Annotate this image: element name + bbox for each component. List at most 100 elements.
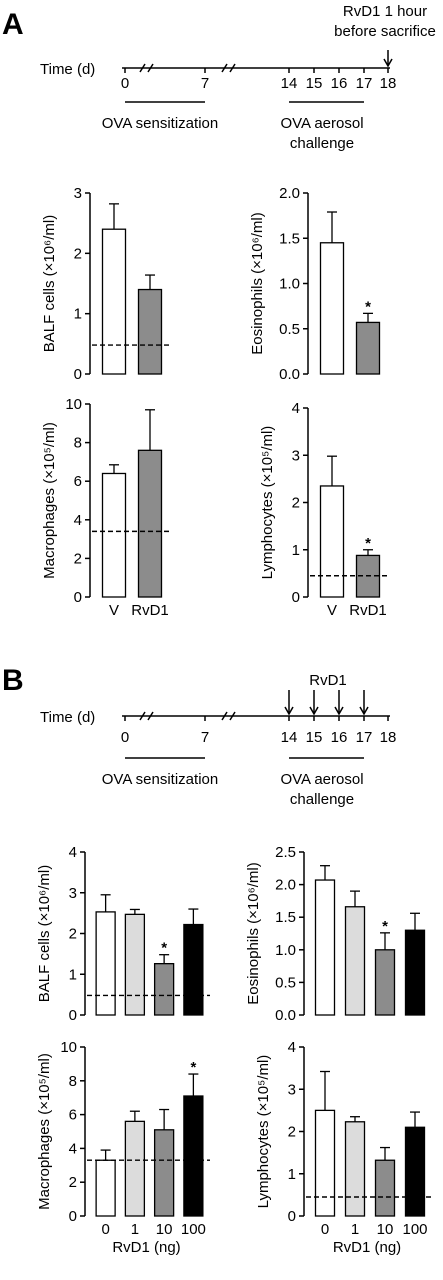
y-tick-label: 1: [288, 1166, 296, 1183]
y-tick-label: 1.0: [279, 276, 300, 293]
bar: [153, 1129, 175, 1217]
timeline-tick-label: 7: [201, 729, 209, 746]
timeline-b: Time (d) 0 7 14 15 16 17 18 RvD1 OVA sensitizatio…: [40, 672, 396, 808]
bar: [319, 242, 345, 375]
timeline-tick-label: 14: [281, 729, 298, 746]
y-tick-label: 0: [74, 589, 82, 606]
challenge-label: OVA aerosol challenge: [280, 115, 363, 152]
bar: [355, 321, 381, 375]
timeline-a: Time (d) 0 7 14 15 16 17 18 RvD1 1 hour before sa…: [40, 3, 436, 152]
timeline-break-mark: [147, 63, 154, 73]
y-tick-label: 1.5: [279, 230, 300, 247]
timeline-break-mark: [229, 711, 236, 721]
significance-marker: *: [365, 298, 371, 315]
panel-letter-a: A: [2, 8, 24, 41]
y-tick-label: 2: [69, 926, 77, 943]
y-tick-label: 0: [69, 1007, 77, 1024]
y-tick-label: 6: [74, 473, 82, 490]
x-axis-label: RvD1 (ng): [333, 1239, 401, 1256]
x-category-label: 0: [321, 1221, 329, 1238]
bar: [404, 1126, 426, 1217]
y-tick-label: 1.5: [275, 909, 296, 926]
y-tick-label: 3: [288, 1081, 296, 1098]
bar: [314, 1109, 336, 1217]
timeline-tick-label: 18: [380, 729, 397, 746]
x-category-label: 10: [377, 1221, 394, 1238]
chart-a-balf-cells: 0 1 2 3 BALF cells (×10⁶/ml): [41, 185, 170, 383]
y-tick-label: 0: [288, 1208, 296, 1225]
bar: [153, 963, 175, 1016]
y-tick-label: 3: [292, 447, 300, 464]
bar: [314, 879, 336, 1016]
y-axis-label: Lymphocytes (×10⁵/ml): [259, 426, 276, 580]
y-tick-label: 0.0: [275, 1007, 296, 1024]
timeline-break-mark: [229, 63, 236, 73]
bar: [95, 911, 116, 1016]
y-axis-label: Macrophages (×10⁵/ml): [36, 1053, 53, 1210]
x-category-label: V: [109, 602, 119, 619]
timeline-arrow-head: [309, 706, 319, 716]
bar: [124, 1120, 146, 1217]
timeline-tick-label: 16: [331, 729, 348, 746]
y-tick-label: 2: [69, 1174, 77, 1191]
chart-b-macrophages: 0 2 4 6 8 10 Macrophages (×10⁵/ml) 0 1 10 * 100RvD1…: [36, 1039, 210, 1256]
timeline-axis-label: Time (d): [40, 709, 95, 726]
y-axis-label: Macrophages (×10⁵/ml): [41, 422, 58, 579]
bar: [101, 228, 127, 375]
bar: [319, 485, 345, 598]
bar: [124, 913, 146, 1016]
timeline-break-mark: [221, 63, 228, 73]
chart-a-macrophages: 0 2 4 6 8 10 Macrophages (×10⁵/ml) V RvD1: [41, 396, 170, 619]
y-axis-label: Lymphocytes (×10⁵/ml): [255, 1055, 272, 1209]
x-category-label: 1: [131, 1221, 139, 1238]
timeline-tick-label: 0: [121, 75, 129, 92]
timeline-tick-label: 7: [201, 75, 209, 92]
y-tick-label: 3: [74, 185, 82, 202]
timeline-break-mark: [139, 63, 146, 73]
timeline-arrow-head: [284, 706, 294, 716]
bar: [404, 929, 426, 1016]
y-tick-label: 2: [74, 245, 82, 262]
y-tick-label: 8: [69, 1073, 77, 1090]
y-tick-label: 0: [292, 589, 300, 606]
bar: [183, 1095, 204, 1217]
y-tick-label: 4: [292, 400, 300, 417]
bar: [374, 949, 396, 1016]
timeline-arrow-head: [359, 706, 369, 716]
y-tick-label: 8: [74, 435, 82, 452]
y-tick-label: 0.5: [279, 321, 300, 338]
timeline-break-mark: [147, 711, 154, 721]
y-tick-label: 2.0: [275, 877, 296, 894]
bar: [183, 923, 204, 1016]
bar: [137, 288, 163, 375]
chart-b-balf-cells: 0 1 2 3 4 BALF cells (×10⁶/ml) *: [36, 844, 210, 1024]
x-category-label: RvD1: [349, 602, 387, 619]
y-tick-label: 1: [69, 966, 77, 983]
y-tick-label: 10: [65, 396, 82, 413]
timeline-break-mark: [139, 711, 146, 721]
significance-marker: *: [190, 1059, 196, 1076]
y-tick-label: 1.0: [275, 942, 296, 959]
bar: [95, 1159, 116, 1217]
y-axis-label: Eosinophils (×10⁶/ml): [245, 862, 262, 1005]
timeline-tick-label: 17: [356, 75, 373, 92]
timeline-tick-label: 17: [356, 729, 373, 746]
y-tick-label: 0.5: [275, 974, 296, 991]
bar: [101, 472, 127, 598]
x-category-label: 100: [181, 1221, 206, 1238]
y-tick-label: 0: [69, 1208, 77, 1225]
y-tick-label: 0: [74, 366, 82, 383]
x-category-label: RvD1: [131, 602, 169, 619]
y-tick-label: 3: [69, 885, 77, 902]
y-tick-label: 1: [292, 542, 300, 559]
timeline-arrow-label: RvD1: [309, 672, 347, 689]
y-tick-label: 0.0: [279, 366, 300, 383]
bar: [344, 906, 366, 1016]
y-tick-label: 1: [74, 306, 82, 323]
timeline-tick-label: 14: [281, 75, 298, 92]
sensitization-label: OVA sensitization: [102, 115, 218, 132]
timeline-arrow-head: [334, 706, 344, 716]
timeline-tick-label: 15: [306, 75, 323, 92]
timeline-tick-label: 15: [306, 729, 323, 746]
